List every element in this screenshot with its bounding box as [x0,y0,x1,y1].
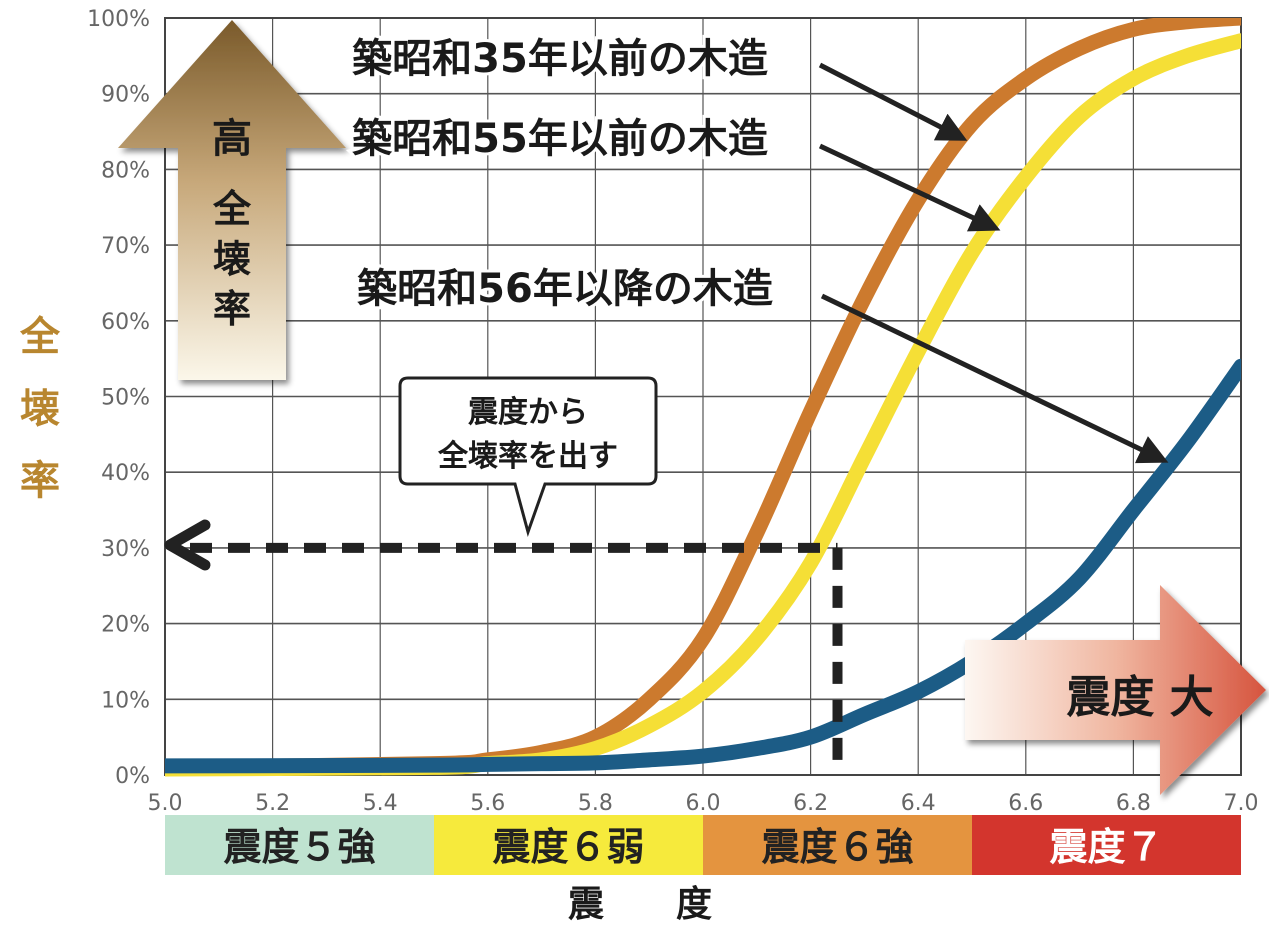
y-tick-label: 50% [101,386,150,411]
x-tick-label: 6.0 [686,791,721,816]
x-tick-label: 5.4 [363,791,398,816]
intensity-band [972,815,1241,875]
right-arrow-icon [965,585,1266,795]
y-tick-label: 90% [101,83,150,108]
series-label-pointer-2 [818,143,1001,232]
series-label-1: 築昭和35年以前の木造 [352,36,768,82]
y-axis-title-char: 率 [20,458,60,504]
intensity-band-label: 震度７ [1049,825,1163,869]
y-tick-label: 30% [101,537,150,562]
intensity-bands: 震度５強 震度６弱 震度６強 震度７ [165,815,1241,875]
up-arrow-label: 全 [212,187,252,231]
intensity-band [434,815,703,875]
x-tick-label: 6.6 [1008,791,1043,816]
y-tick-label: 60% [101,310,150,335]
y-axis-title-char: 壊 [20,386,60,432]
y-tick-label: 20% [101,613,150,638]
y-tick-label: 10% [101,688,150,713]
intensity-band [165,815,434,875]
y-tick-label: 40% [101,461,150,486]
up-arrow-label: 高 [212,116,252,162]
series-label-pointer-3 [820,293,1169,464]
up-arrow-icon [118,20,346,380]
x-tick-labels: 5.0 5.2 5.4 5.6 5.8 6.0 6.2 6.4 6.6 6.8 7.0 [148,791,1259,816]
series-label-3: 築昭和56年以降の木造 [357,266,773,312]
x-tick-label: 5.8 [578,791,613,816]
reference-arrowhead [164,519,211,571]
x-tick-label: 6.8 [1116,791,1151,816]
series-lines [165,18,1241,777]
callout-bubble [398,376,658,538]
x-tick-label: 6.2 [793,791,828,816]
up-arrow-label: 率 [213,287,251,331]
callout-text: 震度から [468,395,588,430]
x-tick-label: 5.6 [470,791,505,816]
up-arrow-label: 壊 [213,237,251,281]
right-arrow-label: 震度 大 [1066,672,1213,723]
y-tick-label: 0% [115,764,150,789]
callout-text: 全壊率を出す [437,439,618,474]
text-labels: 震 度 全壊率 [19,314,712,925]
y-tick-labels: 0% 10% 20% 30% 40% 50% 60% 70% 80% 90% 100% [87,7,150,789]
reference-lines [164,519,843,775]
intensity-band-label: 震度６強 [761,825,913,869]
x-tick-label: 5.2 [255,791,290,816]
y-tick-label: 70% [101,234,150,259]
plot-frame [164,17,1242,776]
x-tick-label: 7.0 [1224,791,1259,816]
series-label-pointer-1 [818,62,968,141]
x-tick-label: 6.4 [901,791,936,816]
series-label-2: 築昭和55年以前の木造 [352,116,768,162]
intensity-band-label: 震度６弱 [492,825,644,869]
intensity-band-label: 震度５強 [223,825,375,869]
y-tick-label: 80% [101,158,150,183]
y-tick-label: 100% [87,7,150,32]
x-axis-title: 震 度 [568,884,712,925]
x-tick-label: 5.0 [148,791,183,816]
series-line-3 [165,358,1241,774]
intensity-band [703,815,972,875]
y-axis-title-char: 全 [19,314,61,360]
